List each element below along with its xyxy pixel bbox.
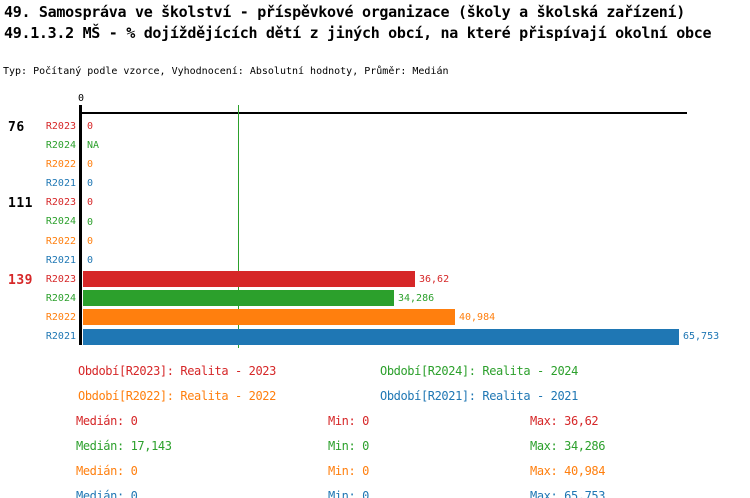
legend-item: Období[R2022]: Realita - 2022 xyxy=(78,389,276,403)
value-bar xyxy=(83,271,415,288)
series-label: R2023 xyxy=(45,273,76,285)
stat-min: Min: 0 xyxy=(328,439,369,453)
value-bar xyxy=(83,328,679,345)
chart-row: R2024 0 xyxy=(0,212,750,231)
chart-row: R2021 65,753 xyxy=(0,327,750,346)
bar-value-label: 0 xyxy=(87,121,94,133)
legend-item: Období[R2021]: Realita - 2021 xyxy=(380,389,578,403)
stat-median: Medián: 0 xyxy=(76,489,138,498)
bar-value-label: 36,62 xyxy=(419,273,450,285)
series-label: R2024 xyxy=(45,216,76,228)
stat-max: Max: 40,984 xyxy=(530,464,606,478)
bar-value-label: 0 xyxy=(87,178,94,190)
bar-value-label: 65,753 xyxy=(683,331,720,343)
stat-min: Min: 0 xyxy=(328,489,369,498)
chart-row: 76 R2023 0 xyxy=(0,117,750,136)
bar-value-label: 0 xyxy=(87,254,94,266)
chart-meta-line: Typ: Počítaný podle vzorce, Vyhodnocení:… xyxy=(3,66,449,77)
x-axis-line xyxy=(80,112,687,114)
series-label: R2023 xyxy=(45,121,76,132)
bar-value-label: 0 xyxy=(87,159,94,171)
series-label: R2021 xyxy=(45,178,76,190)
legend-item: Období[R2023]: Realita - 2023 xyxy=(78,364,276,378)
bar-value-label: 40,984 xyxy=(459,311,496,323)
bar-value-label: 0 xyxy=(87,235,94,247)
chart-row: R2021 0 xyxy=(0,174,750,193)
value-bar xyxy=(83,290,394,307)
series-label: R2022 xyxy=(45,311,76,323)
chart-row: R2024 NA xyxy=(0,136,750,155)
group-label: 111 xyxy=(8,196,33,212)
stat-max: Max: 65,753 xyxy=(530,489,606,498)
group-label: 139 xyxy=(8,272,33,288)
bar-chart: 76 R2023 0 R2024 NA R2022 0 R2021 0 111 … xyxy=(0,117,750,346)
stat-median: Medián: 17,143 xyxy=(76,439,172,453)
value-bar xyxy=(83,309,455,326)
stat-min: Min: 0 xyxy=(328,414,369,428)
series-label: R2024 xyxy=(45,140,76,152)
chart-row: 111 R2023 0 xyxy=(0,193,750,212)
legend-item: Období[R2024]: Realita - 2024 xyxy=(380,364,578,378)
series-label: R2021 xyxy=(45,254,76,266)
bar-value-label: 34,286 xyxy=(398,292,435,304)
series-label: R2024 xyxy=(45,292,76,304)
stat-min: Min: 0 xyxy=(328,464,369,478)
chart-row: R2024 34,286 xyxy=(0,289,750,308)
axis-origin-tick-label: 0 xyxy=(77,93,85,104)
chart-row: R2021 0 xyxy=(0,251,750,270)
bar-value-label: 0 xyxy=(87,216,94,228)
page-subtitle: 49.1.3.2 MŠ - % dojíždějících dětí z jin… xyxy=(4,24,712,42)
bar-value-label: 0 xyxy=(87,197,94,209)
stat-median: Medián: 0 xyxy=(76,414,138,428)
group-label: 76 xyxy=(8,120,25,135)
median-line xyxy=(238,105,239,348)
series-label: R2023 xyxy=(45,197,76,209)
stat-median: Medián: 0 xyxy=(76,464,138,478)
series-label: R2022 xyxy=(45,159,76,171)
stat-max: Max: 34,286 xyxy=(530,439,606,453)
chart-row: R2022 0 xyxy=(0,155,750,174)
chart-row: R2022 0 xyxy=(0,232,750,251)
chart-row: R2022 40,984 xyxy=(0,308,750,327)
series-label: R2021 xyxy=(45,331,76,343)
page-title: 49. Samospráva ve školství - příspěvkové… xyxy=(4,3,686,21)
stat-max: Max: 36,62 xyxy=(530,414,599,428)
chart-row: 139 R2023 36,62 xyxy=(0,270,750,289)
y-axis-line xyxy=(79,105,82,345)
bar-value-label: NA xyxy=(87,140,100,152)
series-label: R2022 xyxy=(45,235,76,247)
